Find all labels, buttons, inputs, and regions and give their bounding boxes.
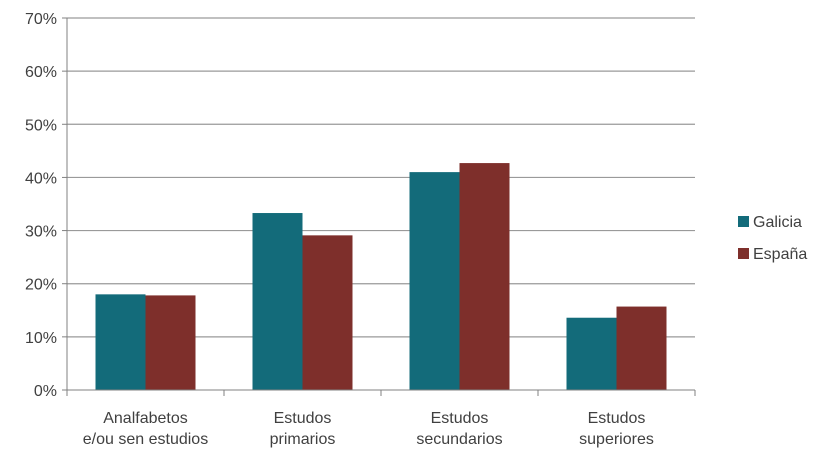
- bar-espa-a-3: [616, 306, 667, 390]
- y-tick-labels: 0% 10% 20% 30% 40% 50% 60% 70%: [25, 11, 57, 400]
- y-tick-label: 10%: [25, 330, 57, 347]
- legend-label: Galicia: [753, 214, 802, 231]
- y-tick-label: 20%: [25, 277, 57, 294]
- y-tick-label: 70%: [25, 11, 57, 28]
- bar-espa-a-2: [459, 163, 510, 390]
- y-tick-label: 50%: [25, 117, 57, 134]
- y-tick-label: 30%: [25, 224, 57, 241]
- bar-galicia-2: [409, 172, 460, 390]
- y-tick-label: 60%: [25, 64, 57, 81]
- legend-label: España: [753, 246, 807, 263]
- legend-swatch-espa-a: [738, 248, 749, 259]
- y-tick-label: 0%: [34, 383, 57, 400]
- x-tick-label: Estudos primarios: [270, 410, 336, 448]
- bar-galicia-1: [252, 213, 303, 390]
- axes: [62, 17, 696, 396]
- x-tick-label: Analfabetos e/ou sen estudios: [83, 410, 208, 448]
- bar-espa-a-0: [145, 295, 196, 390]
- gridlines: [67, 17, 695, 338]
- bars: [95, 163, 667, 390]
- x-tick-label: Estudos secundarios: [416, 410, 502, 448]
- x-tick-labels: Analfabetos e/ou sen estudios Estudos prima…: [83, 410, 654, 448]
- legend-swatch-galicia: [738, 216, 749, 227]
- y-tick-label: 40%: [25, 170, 57, 187]
- bar-espa-a-1: [302, 235, 353, 390]
- x-tick-label: Estudos superiores: [579, 410, 654, 448]
- bar-galicia-3: [566, 317, 617, 390]
- legend: Galicia España: [738, 214, 807, 263]
- bar-galicia-0: [95, 294, 146, 390]
